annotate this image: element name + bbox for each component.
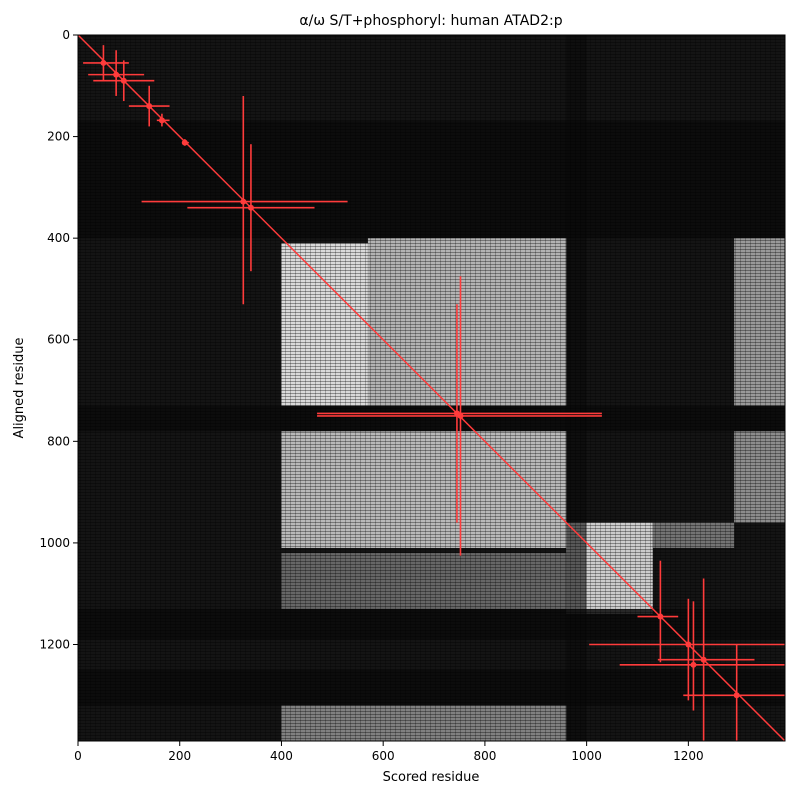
crosshair-center	[146, 103, 153, 110]
y-tick-label: 800	[47, 434, 70, 448]
crosshair-center	[240, 198, 247, 205]
y-axis-ticks: 0 200 400 600 800 1000 1200	[39, 28, 78, 651]
y-tick-label: 600	[47, 333, 70, 347]
chart-title: α/ω S/T+phosphoryl: human ATAD2:p	[299, 13, 562, 29]
x-tick-label: 800	[473, 749, 496, 763]
y-tick-label: 400	[47, 231, 70, 245]
y-tick-label: 1000	[39, 536, 70, 550]
plot-frame	[77, 34, 786, 742]
x-tick-label: 1200	[673, 749, 704, 763]
crosshair-center	[457, 412, 464, 419]
crosshair-center	[700, 656, 707, 663]
x-tick-label: 0	[74, 749, 82, 763]
diagonal-line	[78, 35, 785, 741]
x-tick-label: 1000	[571, 749, 602, 763]
x-tick-label: 600	[372, 749, 395, 763]
crosshair-center	[120, 77, 127, 84]
crosshair-center	[685, 641, 692, 648]
y-tick-label: 200	[47, 130, 70, 144]
x-axis-label: Scored residue	[383, 770, 480, 785]
crosshair-center	[158, 117, 165, 124]
crosshair-center	[100, 59, 107, 66]
crosshair-center	[247, 204, 254, 211]
crosshair-center	[657, 613, 664, 620]
crosshair-markers	[83, 45, 785, 741]
diagonal-line	[78, 35, 785, 741]
y-tick-label: 0	[62, 28, 70, 42]
y-axis-label: Aligned residue	[12, 338, 27, 439]
y-tick-label: 1200	[39, 637, 70, 651]
x-tick-label: 400	[270, 749, 293, 763]
x-axis-ticks: 0 200 400 600 800 1000 1200	[74, 741, 704, 763]
x-tick-label: 200	[168, 749, 191, 763]
crosshair-center	[690, 661, 697, 668]
crosshair-center	[733, 692, 740, 699]
crosshair-center	[113, 71, 120, 78]
crosshair-center	[181, 139, 188, 146]
